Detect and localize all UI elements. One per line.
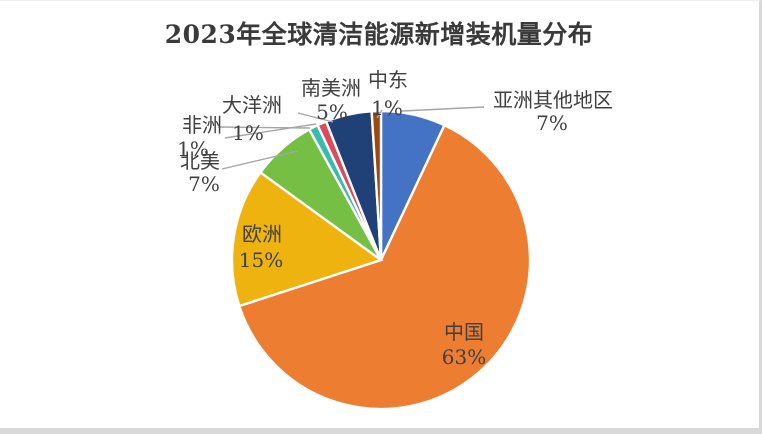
slice-label-south-america-value: 5% [316, 100, 348, 124]
slice-label-middle-east-value: 1% [371, 96, 403, 120]
slice-label-other-asia-value: 7% [536, 111, 568, 135]
pie-slice-europe [230, 170, 384, 308]
slice-label-europe-value: 15% [238, 248, 284, 272]
leader-line-other-asia [401, 106, 485, 112]
slice-label-china-value: 63% [441, 345, 487, 369]
slice-label-africa-value: 1% [177, 137, 209, 161]
chart-title: 2023年全球清洁能源新增装机量分布 [164, 20, 594, 49]
slice-label-south-america-name: 南美洲 [301, 76, 361, 100]
leader-line-south-america [297, 112, 334, 123]
leader-line-oceania [224, 123, 317, 139]
slice-label-other-asia-name: 亚洲其他地区 [493, 88, 613, 112]
slice-label-north-america-value: 7% [188, 172, 220, 196]
slice-label-europe-name: 欧洲 [242, 222, 282, 246]
slice-label-china-name: 中国 [444, 320, 484, 344]
pie-slice-china [237, 123, 532, 411]
leader-line-middle-east [376, 109, 383, 119]
leader-line-north-america [221, 150, 299, 170]
slice-label-oceania-name: 大洋洲 [222, 93, 282, 117]
slice-label-oceania-value: 1% [232, 121, 264, 145]
slice-label-middle-east-name: 中东 [368, 68, 408, 92]
slice-label-africa-name: 非洲 [182, 113, 222, 137]
slice-label-north-america-name: 北美 [180, 149, 220, 173]
